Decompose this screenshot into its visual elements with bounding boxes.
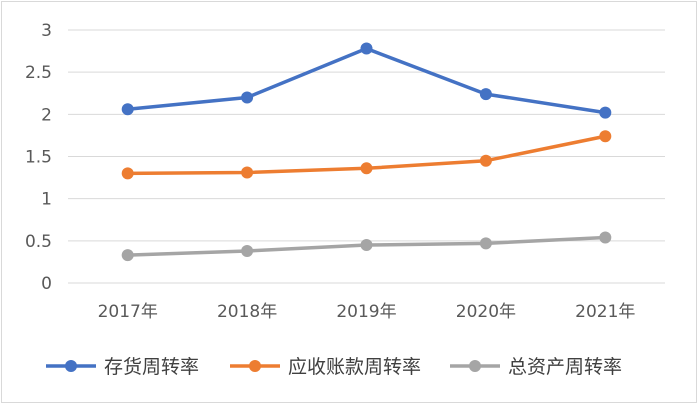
data-point xyxy=(479,154,492,167)
data-point xyxy=(241,244,254,257)
data-point xyxy=(121,249,134,262)
y-tick-label: 2 xyxy=(41,105,52,125)
data-point xyxy=(599,106,612,119)
legend-marker xyxy=(249,360,261,372)
data-point xyxy=(479,88,492,101)
series-0 xyxy=(121,42,612,119)
x-axis-tick-labels: 2017年 2018年 2019年 2020年 2021年 xyxy=(98,302,636,322)
data-point xyxy=(479,237,492,250)
data-point xyxy=(241,166,254,179)
x-tick-label: 2018年 xyxy=(217,302,277,322)
data-point xyxy=(360,239,373,252)
legend-label: 总资产周转率 xyxy=(508,356,622,378)
data-point xyxy=(241,91,254,104)
x-tick-label: 2020年 xyxy=(456,302,516,322)
series-2 xyxy=(121,231,612,262)
y-tick-label: 1 xyxy=(41,190,52,210)
x-tick-label: 2017年 xyxy=(98,302,158,322)
data-point xyxy=(360,42,373,55)
data-point xyxy=(121,103,134,116)
legend-label: 存货周转率 xyxy=(104,356,199,378)
legend-label: 应收账款周转率 xyxy=(288,356,421,378)
y-tick-label: 3 xyxy=(41,21,52,41)
legend-item-1: 应收账款周转率 xyxy=(230,356,421,378)
legend-marker xyxy=(65,360,77,372)
legend-item-0: 存货周转率 xyxy=(46,356,199,378)
y-tick-label: 2.5 xyxy=(25,63,52,83)
x-tick-label: 2021年 xyxy=(575,302,635,322)
data-point xyxy=(360,162,373,175)
data-point xyxy=(121,167,134,180)
legend: 存货周转率 应收账款周转率 总资产周转率 xyxy=(46,356,622,378)
series-group xyxy=(121,42,612,262)
y-tick-label: 0.5 xyxy=(25,232,52,252)
x-tick-label: 2019年 xyxy=(336,302,396,322)
series-line xyxy=(127,46,606,115)
y-tick-label: 0 xyxy=(41,274,52,294)
legend-item-2: 总资产周转率 xyxy=(450,356,622,378)
legend-marker xyxy=(469,360,481,372)
y-axis-tick-labels: 0 0.5 1 1.5 2 2.5 3 xyxy=(25,21,52,294)
series-1 xyxy=(121,130,612,180)
y-tick-label: 1.5 xyxy=(25,148,52,168)
data-point xyxy=(599,130,612,143)
data-point xyxy=(599,231,612,244)
